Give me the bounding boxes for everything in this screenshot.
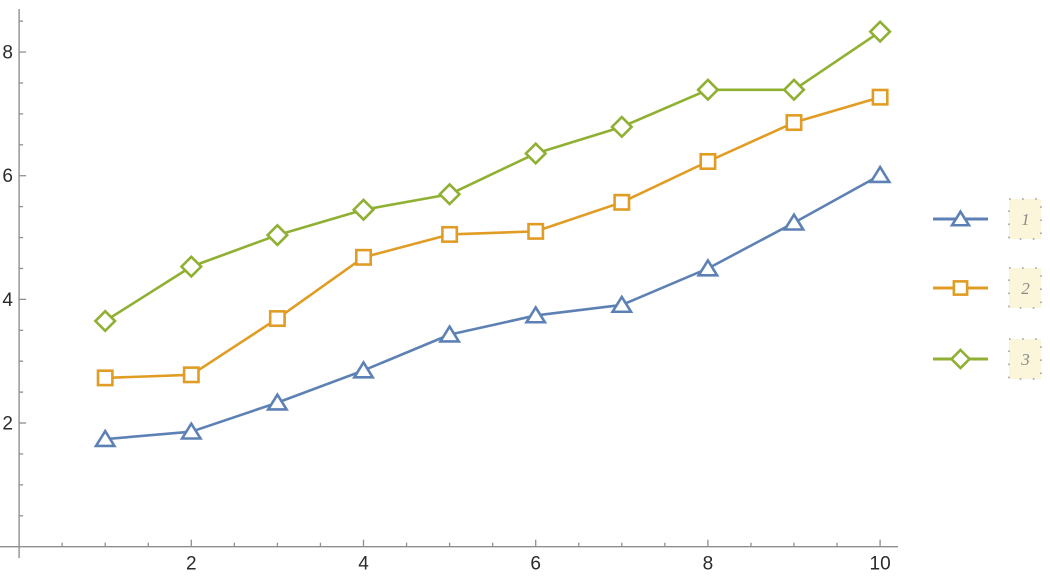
triangle-marker-icon xyxy=(610,294,634,314)
triangle-marker-icon xyxy=(868,164,892,184)
legend-entry: 3 xyxy=(933,338,1042,380)
diamond-marker-icon xyxy=(610,115,634,139)
square-marker-icon xyxy=(182,366,200,384)
legend: 1 2 3 xyxy=(933,198,1042,380)
diamond-marker-icon xyxy=(351,198,376,222)
triangle-marker-icon xyxy=(782,212,806,231)
series-line xyxy=(105,173,881,441)
diamond-marker-icon xyxy=(696,78,720,102)
diamond-marker-icon xyxy=(868,20,892,44)
triangle-marker-icon xyxy=(696,258,720,277)
square-marker-icon xyxy=(613,193,631,211)
triangle-marker-icon xyxy=(351,360,376,379)
triangle-marker-icon xyxy=(265,392,289,411)
triangle-marker-icon xyxy=(438,324,462,343)
series-2 xyxy=(96,88,889,387)
series-line xyxy=(105,95,881,380)
y-tick-label: 8 xyxy=(2,43,13,64)
diamond-marker-icon xyxy=(265,223,290,247)
axes: 2 4 6 8 10 2 4 6 8 xyxy=(0,9,898,575)
square-marker-icon xyxy=(268,310,286,328)
square-marker-icon xyxy=(871,88,889,106)
square-marker-icon xyxy=(96,369,114,387)
y-tick-label: 6 xyxy=(2,166,13,187)
square-marker-icon xyxy=(527,222,545,240)
diamond-marker-icon xyxy=(782,78,806,102)
triangle-marker-icon xyxy=(93,428,117,448)
diamond-marker-icon xyxy=(437,182,462,206)
legend-label: 3 xyxy=(1020,350,1030,369)
triangle-marker-icon xyxy=(179,421,203,440)
legend-label-placeholder-box[interactable] xyxy=(1008,338,1042,380)
x-tick-label: 2 xyxy=(186,554,197,575)
x-tick-label: 4 xyxy=(358,554,369,575)
square-marker-icon xyxy=(785,114,803,132)
x-tick-label: 8 xyxy=(703,554,714,575)
series-line xyxy=(104,30,881,323)
legend-label: 1 xyxy=(1021,210,1030,229)
diamond-marker-icon xyxy=(179,254,203,279)
square-marker-icon xyxy=(441,225,459,243)
legend-label-placeholder-box[interactable] xyxy=(1008,198,1042,240)
legend-label: 2 xyxy=(1021,279,1030,298)
y-tick-label: 4 xyxy=(2,290,13,311)
diamond-marker-icon xyxy=(949,348,972,370)
square-marker-icon xyxy=(354,248,372,266)
legend-entry: 1 xyxy=(933,198,1042,240)
triangle-marker-icon xyxy=(949,209,972,227)
legend-entry: 2 xyxy=(933,267,1042,309)
x-tick-label: 6 xyxy=(530,554,541,575)
series-1 xyxy=(93,164,892,448)
x-tick-label: 10 xyxy=(870,554,891,575)
diamond-marker-icon xyxy=(524,141,548,166)
square-marker-icon xyxy=(952,280,969,296)
legend-label-placeholder-box[interactable] xyxy=(1008,267,1042,309)
square-marker-icon xyxy=(699,152,717,170)
triangle-marker-icon xyxy=(524,304,548,324)
diamond-marker-icon xyxy=(93,309,117,333)
y-tick-label: 2 xyxy=(2,414,13,435)
series-3 xyxy=(93,20,892,333)
